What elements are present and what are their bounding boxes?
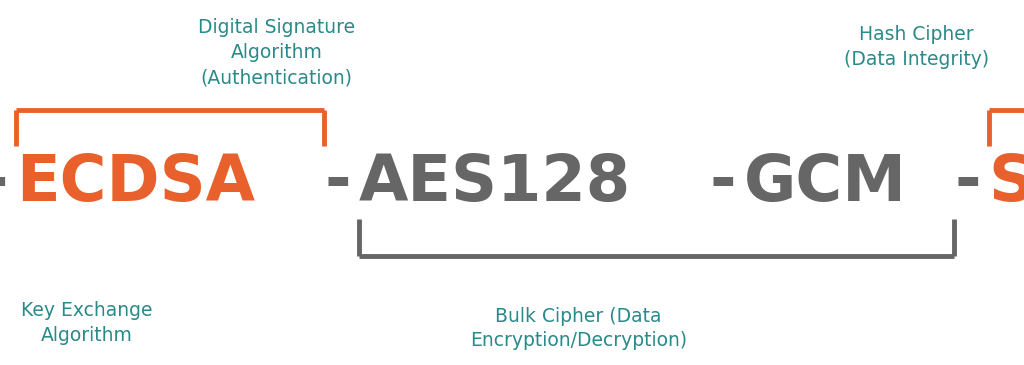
Text: -: - [0,151,8,214]
Text: -: - [710,151,736,214]
Text: -: - [325,151,351,214]
Text: -: - [954,151,981,214]
Text: Hash Cipher
(Data Integrity): Hash Cipher (Data Integrity) [844,26,989,69]
Text: ECDSA: ECDSA [15,151,255,214]
Text: Digital Signature
Algorithm
(Authentication): Digital Signature Algorithm (Authenticat… [198,18,355,88]
Text: GCM: GCM [744,151,907,214]
Text: AES128: AES128 [358,151,631,214]
Text: Bulk Cipher (Data
Encryption/Decryption): Bulk Cipher (Data Encryption/Decryption) [470,307,687,350]
Text: SHA256: SHA256 [989,151,1024,214]
Text: Key Exchange
Algorithm: Key Exchange Algorithm [22,301,153,345]
